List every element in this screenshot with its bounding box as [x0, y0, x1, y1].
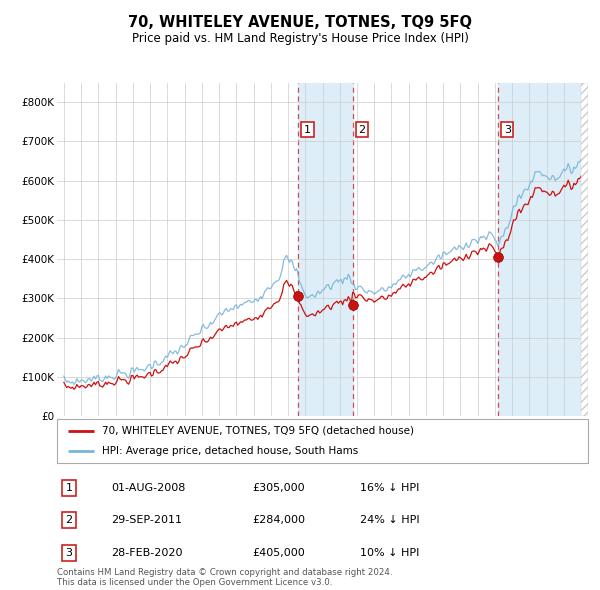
Text: 70, WHITELEY AVENUE, TOTNES, TQ9 5FQ: 70, WHITELEY AVENUE, TOTNES, TQ9 5FQ — [128, 15, 472, 30]
Bar — [498, 83, 590, 416]
Text: 2: 2 — [65, 516, 73, 525]
FancyBboxPatch shape — [57, 419, 588, 463]
Text: 24% ↓ HPI: 24% ↓ HPI — [360, 516, 419, 525]
Text: 29-SEP-2011: 29-SEP-2011 — [111, 516, 182, 525]
Text: 10% ↓ HPI: 10% ↓ HPI — [360, 548, 419, 558]
Text: 3: 3 — [504, 124, 511, 135]
Text: £284,000: £284,000 — [252, 516, 305, 525]
Text: £305,000: £305,000 — [252, 483, 305, 493]
Text: HPI: Average price, detached house, South Hams: HPI: Average price, detached house, Sout… — [102, 446, 358, 456]
Text: 28-FEB-2020: 28-FEB-2020 — [111, 548, 182, 558]
Text: Price paid vs. HM Land Registry's House Price Index (HPI): Price paid vs. HM Land Registry's House … — [131, 32, 469, 45]
Text: 1: 1 — [65, 483, 73, 493]
Text: £405,000: £405,000 — [252, 548, 305, 558]
Text: 01-AUG-2008: 01-AUG-2008 — [111, 483, 185, 493]
Text: 16% ↓ HPI: 16% ↓ HPI — [360, 483, 419, 493]
Text: 70, WHITELEY AVENUE, TOTNES, TQ9 5FQ (detached house): 70, WHITELEY AVENUE, TOTNES, TQ9 5FQ (de… — [102, 426, 414, 436]
Bar — [298, 83, 353, 416]
Text: Contains HM Land Registry data © Crown copyright and database right 2024.
This d: Contains HM Land Registry data © Crown c… — [57, 568, 392, 587]
Text: 3: 3 — [65, 548, 73, 558]
Text: 2: 2 — [359, 124, 365, 135]
Text: 1: 1 — [304, 124, 311, 135]
